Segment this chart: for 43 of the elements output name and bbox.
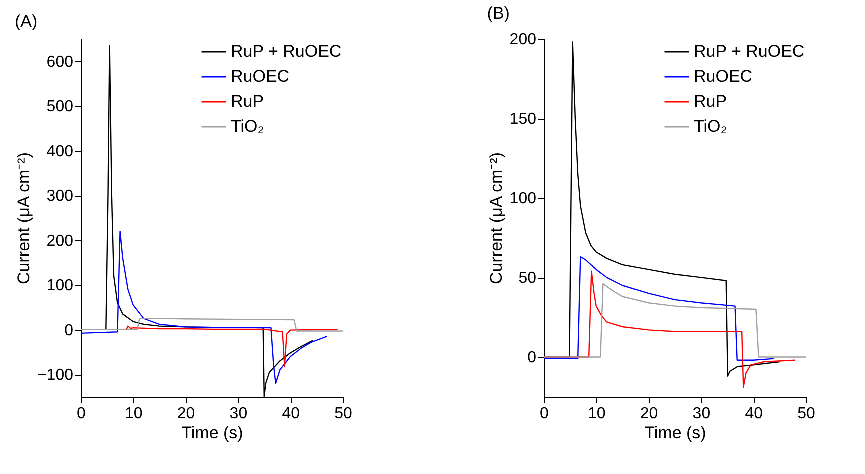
chart-title: (B) (487, 4, 510, 23)
y-tick-label: 100 (46, 278, 74, 295)
x-tick-label: 0 (77, 406, 86, 422)
line-series (544, 256, 776, 362)
x-tick-label: 40 (282, 406, 300, 422)
y-tick-label: 0 (64, 322, 74, 340)
chart-title: (A) (14, 12, 38, 31)
x-tick-label: 10 (588, 406, 606, 422)
legend-label: RuP (231, 92, 264, 111)
line-series (81, 318, 343, 332)
x-tick-label: 50 (334, 406, 352, 422)
y-tick-label: 600 (46, 54, 74, 71)
y-tick-label: 300 (46, 188, 74, 206)
y-tick-label: 500 (46, 98, 74, 116)
x-tick-label: 20 (177, 406, 196, 422)
x-tick-label: 30 (692, 406, 711, 422)
legend-label: RuP (694, 92, 728, 111)
y-axis-title: Current (μA cm⁻²) (486, 152, 506, 284)
y-tick-label: 50 (518, 270, 537, 288)
line-series (544, 283, 806, 358)
legend-label: RuOEC (694, 67, 753, 86)
y-tick-label: 100 (510, 190, 537, 208)
y-tick-label: −100 (37, 367, 74, 384)
legend-label: RuOEC (231, 67, 290, 86)
x-tick-label: 30 (230, 406, 248, 422)
y-tick-label: 150 (510, 111, 537, 128)
x-tick-label: 10 (125, 406, 143, 422)
legend-label: RuP + RuOEC (231, 42, 342, 61)
y-axis-title: Current (μA cm⁻²) (14, 152, 34, 284)
x-tick-label: 40 (745, 406, 764, 422)
legend-label: TiO₂ (694, 117, 728, 136)
legend-label: RuP + RuOEC (694, 42, 805, 61)
y-tick-label: 200 (46, 232, 74, 250)
x-tick-label: 0 (540, 406, 550, 422)
y-tick-label: 0 (528, 350, 537, 367)
x-axis-title: Time (s) (644, 424, 706, 442)
x-tick-label: 20 (640, 406, 658, 422)
line-series (81, 230, 328, 384)
y-tick-label: 200 (510, 32, 537, 48)
x-tick-label: 50 (798, 406, 816, 422)
x-axis-title: Time (s) (182, 424, 244, 442)
y-tick-label: 400 (46, 143, 74, 160)
legend-label: TiO₂ (231, 117, 264, 136)
